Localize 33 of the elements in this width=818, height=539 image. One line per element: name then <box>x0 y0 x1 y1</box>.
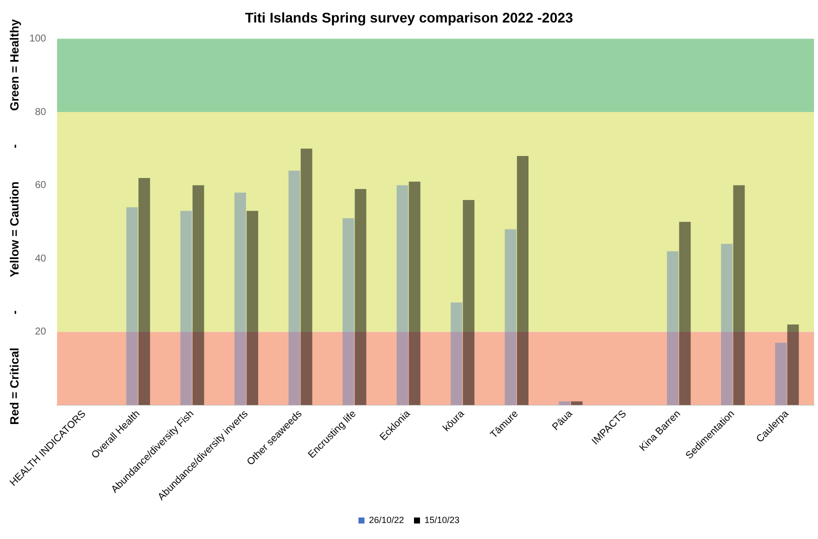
bar <box>192 185 204 406</box>
y-tick-label: 40 <box>34 253 47 264</box>
bar <box>180 210 192 406</box>
bar <box>396 185 408 406</box>
bar <box>558 401 570 406</box>
bar <box>775 342 787 406</box>
bar <box>733 185 745 406</box>
bar <box>571 401 583 406</box>
bar <box>126 207 138 406</box>
bar <box>408 182 420 406</box>
bar <box>666 251 679 406</box>
bar <box>342 218 354 406</box>
bar <box>787 324 799 406</box>
bar <box>516 156 528 406</box>
legend-label: 26/10/22 <box>368 514 404 525</box>
bar <box>504 229 516 406</box>
bar <box>721 244 733 406</box>
bar <box>300 148 312 406</box>
bar <box>246 210 258 406</box>
y-axis-title: Red = Critical - Yellow = Caution - Green = Healthy <box>8 18 22 425</box>
y-tick-label: 80 <box>34 106 47 118</box>
bar <box>234 192 246 406</box>
bar <box>679 222 691 406</box>
chart-title: Titi Islands Spring survey comparison 2022 -2023 <box>244 9 574 26</box>
bar <box>450 302 462 406</box>
bar <box>354 188 366 406</box>
bar <box>138 178 150 406</box>
y-tick-label: 20 <box>34 326 47 338</box>
y-tick-label: 60 <box>34 180 47 192</box>
legend-label: 15/10/23 <box>424 514 460 525</box>
y-tick-label: 100 <box>29 34 47 45</box>
bar <box>288 170 300 406</box>
bar <box>462 200 474 406</box>
